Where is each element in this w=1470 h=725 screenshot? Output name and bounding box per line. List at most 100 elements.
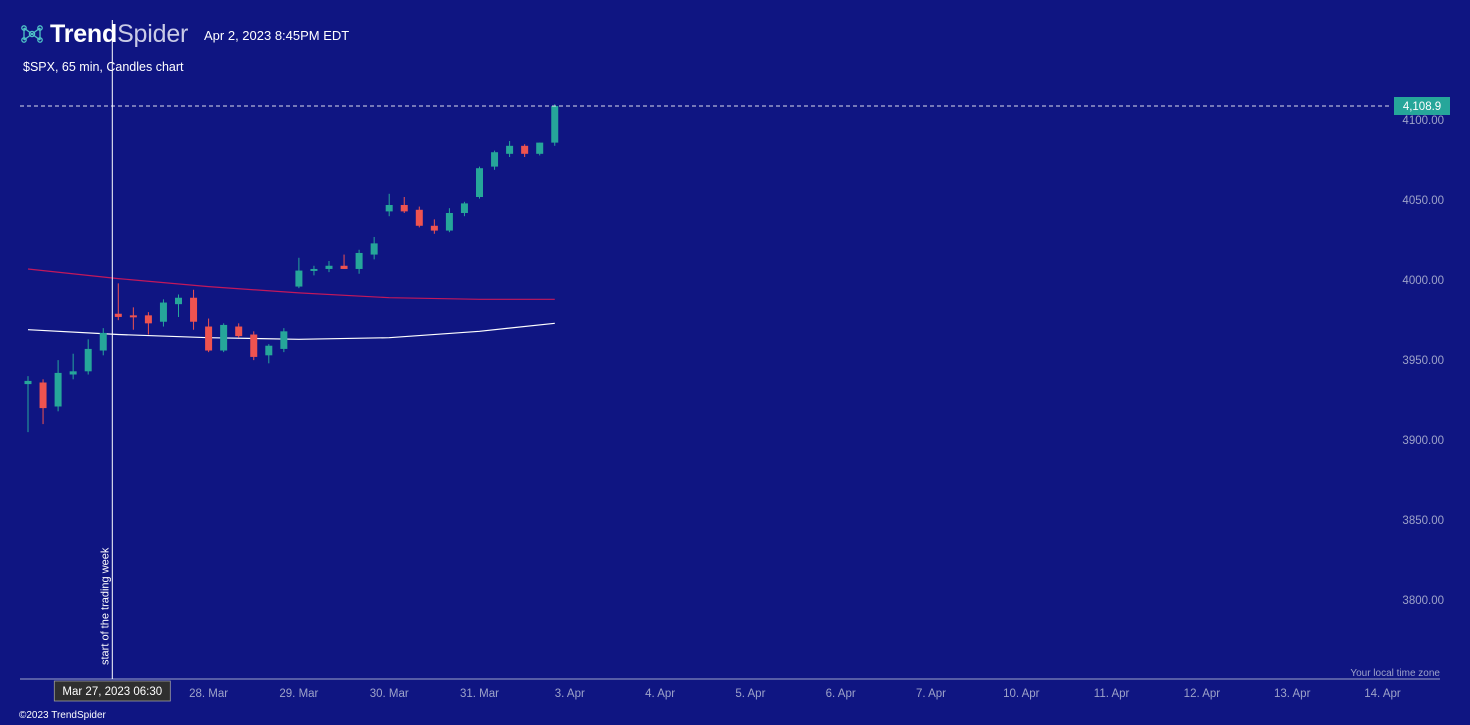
candle-down[interactable]	[400, 196, 408, 213]
x-tick-label: 5. Apr	[735, 688, 765, 700]
candle-body	[551, 106, 559, 143]
candle-body	[491, 152, 499, 167]
candle-down[interactable]	[340, 254, 348, 269]
candle-up[interactable]	[159, 299, 167, 327]
annotation-text: start of the trading week	[99, 547, 111, 665]
candle-up[interactable]	[460, 201, 468, 217]
y-tick-label: 4050.00	[1402, 195, 1444, 207]
x-tick-label: 4. Apr	[645, 688, 675, 700]
candle-body	[99, 332, 107, 351]
candle-down[interactable]	[39, 379, 47, 425]
candle-down[interactable]	[415, 206, 423, 228]
y-tick-label: 3800.00	[1402, 595, 1444, 607]
candle-body	[114, 313, 122, 317]
candle-body	[445, 212, 453, 231]
brand-name: TrendSpider	[50, 20, 188, 48]
candle-body	[190, 297, 198, 322]
candle-body	[220, 324, 228, 351]
x-tick-label: 30. Mar	[370, 688, 409, 700]
candle-up[interactable]	[295, 257, 303, 289]
candle-up[interactable]	[445, 208, 453, 233]
x-tick-label: 11. Apr	[1094, 688, 1130, 700]
candle-body	[521, 145, 529, 154]
chart-timestamp: Apr 2, 2023 8:45PM EDT	[204, 28, 350, 43]
y-tick-label: 3900.00	[1402, 435, 1444, 447]
last-price-badge	[1394, 97, 1450, 115]
candle-body	[129, 315, 137, 318]
candle-body	[476, 168, 483, 197]
candle-down[interactable]	[144, 312, 152, 335]
candle-body	[430, 225, 438, 231]
candle-body	[310, 268, 318, 271]
candle-body	[536, 142, 544, 154]
candle-up[interactable]	[280, 328, 288, 353]
candle-body	[295, 270, 303, 287]
candle-up[interactable]	[370, 236, 378, 260]
candle-up[interactable]	[69, 353, 77, 380]
candle-down[interactable]	[430, 219, 438, 234]
candle-body	[355, 252, 363, 269]
candle-up[interactable]	[99, 328, 107, 356]
candle-up[interactable]	[551, 104, 559, 146]
x-tick-label: 14. Apr	[1364, 688, 1401, 700]
candle-up[interactable]	[84, 339, 92, 375]
candle-up[interactable]	[220, 323, 228, 353]
crosshair-date-label: Mar 27, 2023 06:30	[62, 686, 162, 698]
y-tick-label: 3950.00	[1402, 355, 1444, 367]
candle-body	[460, 203, 468, 213]
candle-body	[175, 297, 182, 305]
candle-down[interactable]	[114, 283, 122, 321]
candle-up[interactable]	[355, 249, 363, 274]
x-tick-label: 6. Apr	[826, 688, 856, 700]
candle-body	[250, 334, 258, 357]
candle-down[interactable]	[250, 331, 258, 361]
x-tick-label: 3. Apr	[555, 688, 585, 700]
candle-up[interactable]	[175, 294, 182, 317]
brand-bold-text: Trend	[50, 20, 118, 48]
candle-down[interactable]	[521, 144, 529, 158]
x-tick-label: 7. Apr	[916, 688, 946, 700]
candle-up[interactable]	[310, 265, 318, 276]
candle-body	[370, 243, 378, 255]
candle-body	[205, 326, 213, 351]
x-tick-label: 31. Mar	[460, 688, 499, 700]
candle-body	[235, 326, 243, 337]
candle-up[interactable]	[476, 166, 483, 199]
x-tick-label: 10. Apr	[1003, 688, 1040, 700]
candle-down[interactable]	[235, 323, 243, 338]
x-tick-label: 29. Mar	[279, 688, 318, 700]
copyright-text: ©2023 TrendSpider	[19, 710, 106, 721]
candle-up[interactable]	[506, 141, 514, 158]
candle-body	[84, 348, 92, 372]
candle-up[interactable]	[325, 260, 333, 273]
candle-down[interactable]	[205, 318, 213, 353]
candle-up[interactable]	[265, 344, 273, 364]
candle-body	[415, 209, 423, 226]
candle-up[interactable]	[491, 150, 499, 170]
candle-down[interactable]	[129, 307, 137, 330]
candle-body	[54, 372, 62, 407]
moving-average-fast-line	[27, 268, 555, 300]
y-tick-label: 4000.00	[1402, 275, 1444, 287]
candle-down[interactable]	[190, 289, 198, 330]
candle-up[interactable]	[536, 142, 544, 156]
brand-light-text: Spider	[117, 20, 189, 48]
candle-body	[159, 302, 167, 322]
candle-up[interactable]	[54, 360, 62, 412]
candle-up[interactable]	[385, 193, 393, 217]
x-tick-label: 13. Apr	[1274, 688, 1311, 700]
candle-body	[400, 204, 408, 212]
candle-body	[340, 265, 348, 269]
candle-body	[265, 345, 273, 356]
candle-up[interactable]	[24, 376, 32, 433]
trendspider-network-icon	[21, 25, 43, 43]
x-tick-label: 12. Apr	[1184, 688, 1221, 700]
candle-body	[144, 315, 152, 324]
brand-logo: TrendSpider	[18, 20, 188, 48]
candle-body	[24, 380, 32, 385]
crosshair-date-box	[53, 680, 171, 702]
x-tick-label: 28. Mar	[189, 688, 228, 700]
candle-body	[280, 331, 288, 349]
y-tick-label: 4100.00	[1402, 115, 1444, 127]
